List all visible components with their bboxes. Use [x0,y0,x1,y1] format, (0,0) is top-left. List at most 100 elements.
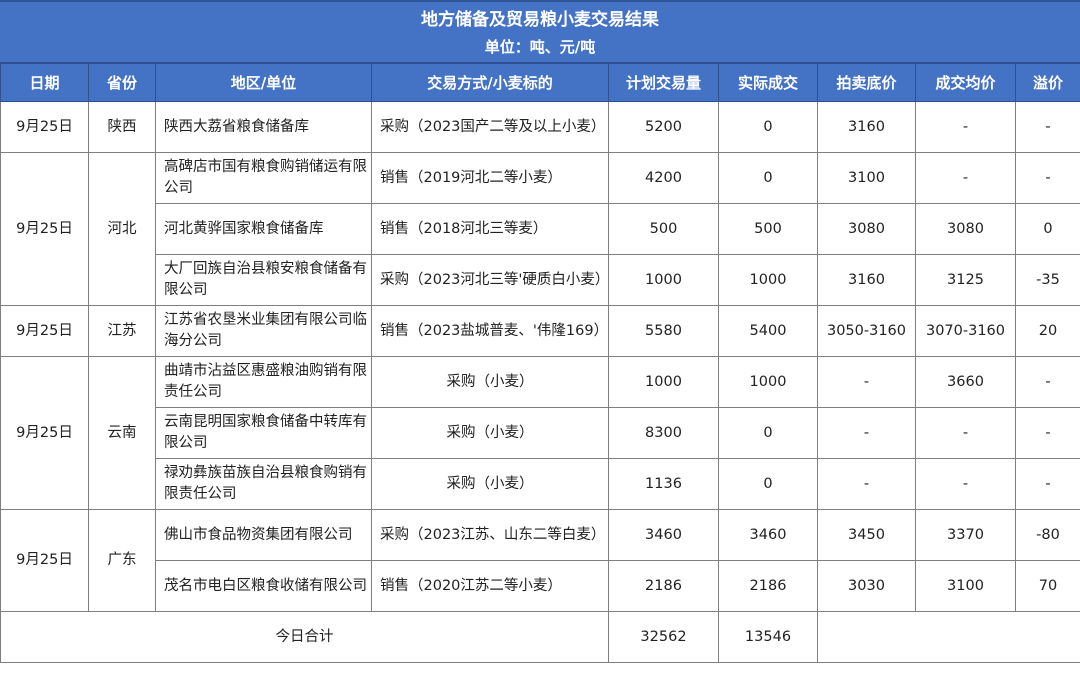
actual-cell: 5400 [718,305,818,357]
actual-cell: 0 [718,101,818,153]
total-row: 今日合计 32562 13546 [0,611,1080,663]
trade-results-table: 日期 省份 地区/单位 交易方式/小麦标的 计划交易量 实际成交 拍卖底价 成交均价 溢价 9月… [0,62,1080,663]
avg-cell: 3080 [915,203,1016,255]
total-actual-cell: 13546 [718,611,818,663]
table-row: 云南昆明国家粮食储备中转库有限公司 采购（小麦） 8300 0- - - [1,407,1080,459]
floor-cell: 3030 [817,560,916,612]
province-cell: 江苏 [88,305,156,357]
table-row: 河北黄骅国家粮食储备库 销售（2018河北三等麦） 500 500 3080 3080 0 [1,203,1080,255]
unit-cell: 大厂回族自治县粮安粮食储备有限公司 [155,254,372,306]
table-row: 禄劝彝族苗族自治县粮食购销有限责任公司 采购（小麦） 1136 0- - - [1,458,1080,510]
plan-cell: 1000 [608,254,719,306]
province-cell: 陕西 [88,101,156,153]
date-cell: 9月25日 [0,101,89,153]
date-cell: 9月25日 [0,509,89,612]
table-row: 9月25日 云南 曲靖市沾益区惠盛粮油购销有限责任公司 采购（小麦） 1000 1000-… [0,356,1080,510]
method-cell: 销售（2019河北二等小麦） [371,152,609,204]
column-header-method: 交易方式/小麦标的 [371,62,609,102]
floor-cell: - [817,458,916,510]
premium-cell: - [1015,356,1080,408]
method-cell: 销售（2018河北三等麦） [371,203,609,255]
floor-cell: 3050-3160 [817,305,916,357]
table-row: 9月25日 江苏 江苏省农垦米业集团有限公司临海分公司 销售（2023盐城普麦、'伟隆… [0,305,1080,357]
actual-cell: 0 [718,458,818,510]
table-row: 茂名市电白区粮食收储有限公司 销售（2020江苏二等小麦） 2186 2186 3030… [1,560,1080,612]
column-header-date: 日期 [0,62,89,102]
method-cell: 采购（小麦） [371,356,609,408]
plan-cell: 5200 [608,101,719,153]
avg-cell: - [915,152,1016,204]
date-cell: 9月25日 [0,356,89,510]
column-header-unit: 地区/单位 [155,62,372,102]
actual-cell: 0 [718,152,818,204]
plan-cell: 8300 [608,407,719,459]
method-cell: 销售（2023盐城普麦、'伟隆169） [371,305,609,357]
actual-cell: 1000 [718,254,818,306]
floor-cell: 3450 [817,509,916,561]
plan-cell: 1136 [608,458,719,510]
premium-cell: 70 [1015,560,1080,612]
unit-cell: 佛山市食品物资集团有限公司 [155,509,372,561]
column-header-plan: 计划交易量 [608,62,719,102]
premium-cell: - [1015,152,1080,204]
unit-cell: 陕西大荔省粮食储备库 [155,101,372,153]
floor-cell: - [817,356,916,408]
table-row: 9月25日 河北 高碑店市国有粮食购销储运有限公司 销售（2019河北二等小麦） 420… [0,152,1080,306]
avg-cell: 3070-3160 [915,305,1016,357]
floor-cell: 3160 [817,254,916,306]
avg-cell: 3125 [915,254,1016,306]
actual-cell: 1000 [718,356,818,408]
plan-cell: 4200 [608,152,719,204]
table-row: 9月25日 广东 佛山市食品物资集团有限公司 采购（2023江苏、山东二等白麦） 346… [0,509,1080,612]
method-cell: 采购（2023江苏、山东二等白麦） [371,509,609,561]
plan-cell: 5580 [608,305,719,357]
total-label: 今日合计 [0,611,609,663]
floor-cell: - [817,407,916,459]
method-cell: 销售（2020江苏二等小麦） [371,560,609,612]
total-plan-cell: 32562 [608,611,719,663]
table-title: 地方储备及贸易粮小麦交易结果 [421,10,659,30]
unit-cell: 河北黄骅国家粮食储备库 [155,203,372,255]
avg-cell: 3660 [915,356,1016,408]
actual-cell: 2186 [718,560,818,612]
header-row: 日期 省份 地区/单位 交易方式/小麦标的 计划交易量 实际成交 拍卖底价 成交均价 溢价 [0,62,1080,102]
avg-cell: - [915,458,1016,510]
table-row: 大厂回族自治县粮安粮食储备有限公司 采购（2023河北三等'硬质白小麦） 1000 1… [1,254,1080,306]
method-cell: 采购（小麦） [371,458,609,510]
province-cell: 云南 [88,356,156,510]
table-row: 9月25日 陕西 陕西大荔省粮食储备库 采购（2023国产二等及以上小麦） 5200 0 3… [0,101,1080,153]
premium-cell: - [1015,458,1080,510]
plan-cell: 1000 [608,356,719,408]
unit-cell: 高碑店市国有粮食购销储运有限公司 [155,152,372,204]
actual-cell: 3460 [718,509,818,561]
province-cell: 河北 [88,152,156,306]
plan-cell: 2186 [608,560,719,612]
avg-cell: - [915,407,1016,459]
column-header-floor: 拍卖底价 [817,62,916,102]
actual-cell: 0 [718,407,818,459]
method-cell: 采购（2023河北三等'硬质白小麦） [371,254,609,306]
unit-cell: 茂名市电白区粮食收储有限公司 [155,560,372,612]
date-cell: 9月25日 [0,305,89,357]
unit-cell: 禄劝彝族苗族自治县粮食购销有限责任公司 [155,458,372,510]
avg-cell: 3100 [915,560,1016,612]
avg-cell: - [915,101,1016,153]
unit-cell: 云南昆明国家粮食储备中转库有限公司 [155,407,372,459]
actual-cell: 500 [718,203,818,255]
premium-cell: -35 [1015,254,1080,306]
unit-label: 单位：吨、元/吨 [484,38,596,56]
premium-cell: - [1015,101,1080,153]
premium-cell: - [1015,407,1080,459]
column-header-premium: 溢价 [1015,62,1080,102]
floor-cell: 3100 [817,152,916,204]
avg-cell: 3370 [915,509,1016,561]
premium-cell: 20 [1015,305,1080,357]
unit-cell: 江苏省农垦米业集团有限公司临海分公司 [155,305,372,357]
method-cell: 采购（小麦） [371,407,609,459]
plan-cell: 500 [608,203,719,255]
column-header-avg: 成交均价 [915,62,1016,102]
premium-cell: -80 [1015,509,1080,561]
unit-cell: 曲靖市沾益区惠盛粮油购销有限责任公司 [155,356,372,408]
floor-cell: 3080 [817,203,916,255]
plan-cell: 3460 [608,509,719,561]
